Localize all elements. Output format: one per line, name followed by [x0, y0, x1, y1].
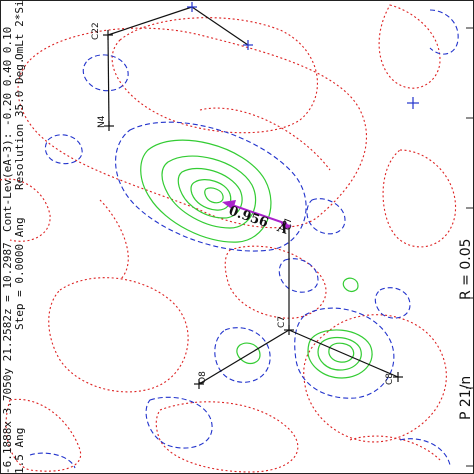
- zero-contours: [0, 4, 457, 473]
- plus-cross-icon: [393, 372, 403, 382]
- header-resolution: Resolution 35.0 Deg.: [13, 58, 26, 190]
- positive-contours: [140, 139, 373, 379]
- plus-cross-icon: [104, 121, 114, 131]
- plus-cross-icon: [194, 379, 204, 389]
- atom-markers: [103, 30, 403, 389]
- header-step: Step = 0.0000 Ang: [13, 217, 26, 330]
- plus-cross-icon: [243, 40, 253, 50]
- plus-cross-icon: [103, 30, 113, 40]
- molecule-skeleton: [107, 6, 399, 385]
- atom-label-n4: N4: [97, 115, 107, 128]
- atom-label-c8: C8: [385, 373, 395, 385]
- plus-cross-icon: [284, 325, 294, 335]
- right-axis-ticks: [466, 27, 474, 467]
- header-omit: OmLt 2*Sig1: [13, 0, 26, 60]
- blue-atom-markers: [187, 2, 419, 109]
- map-footer: R = 0.05 P 21/n: [458, 238, 474, 420]
- distance-value: 0.956: [227, 204, 270, 231]
- atom-label-c22: C22: [91, 22, 101, 40]
- plus-cross-icon: [407, 97, 419, 109]
- r-factor-label: R = 0.05: [458, 238, 474, 300]
- plus-cross-icon: [187, 2, 197, 12]
- negative-contours: [29, 9, 459, 469]
- map-header: -6.1888x 3.7050y 21.2582z = 10.2987 1.5 …: [1, 0, 26, 474]
- space-group-label: P 21/n: [458, 376, 474, 420]
- header-extent: 1.5 Ang: [13, 428, 26, 474]
- double-arrow-icon: [222, 200, 292, 230]
- header-contour-levels: Cont-Lev(eA-3): -0.20 0.40 0.10: [1, 27, 14, 232]
- atom-label-c7-upper: C7: [284, 218, 294, 230]
- header-plane-equation: -6.1888x 3.7050y 21.2582z = 10.2987: [1, 242, 14, 474]
- atom-label-c7-lower: C7: [277, 316, 287, 328]
- atom-label-o8: O8: [198, 371, 208, 384]
